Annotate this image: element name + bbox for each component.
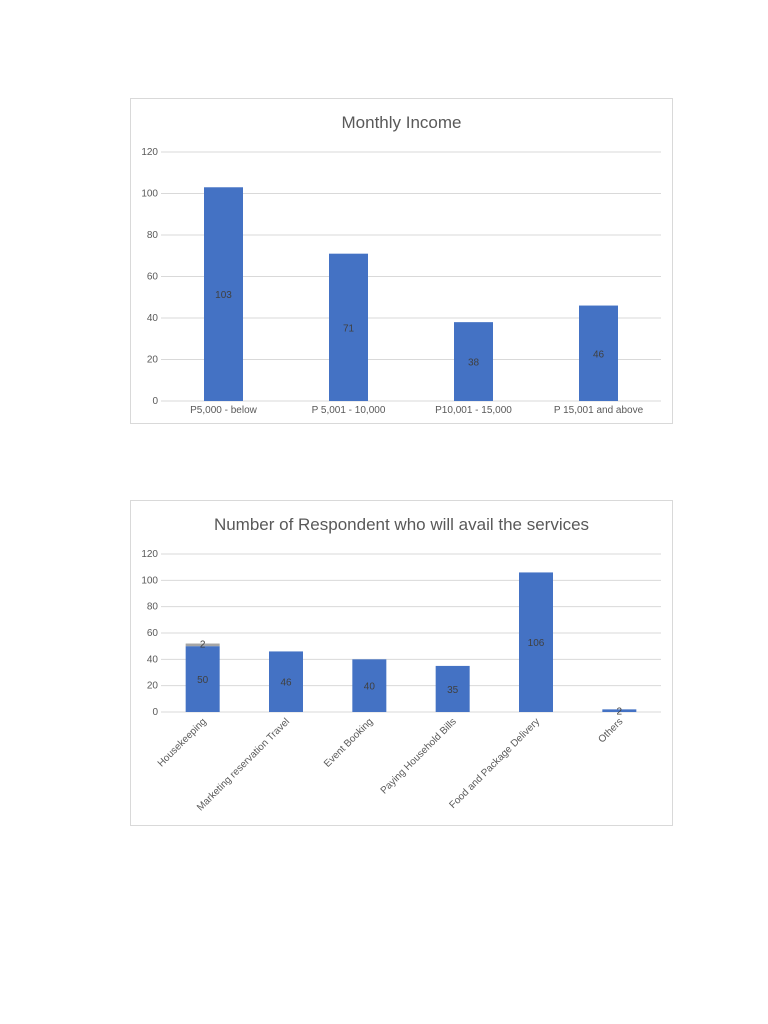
data-label: 2 bbox=[617, 707, 623, 718]
y-tick-label: 0 bbox=[152, 396, 158, 407]
chart-title: Number of Respondent who will avail the … bbox=[213, 515, 590, 534]
y-tick-label: 40 bbox=[147, 654, 159, 665]
bar-stack-top bbox=[185, 643, 220, 647]
bar bbox=[454, 322, 493, 401]
x-tick-label: P 15,001 and above bbox=[554, 405, 644, 416]
chart-title: Monthly Income bbox=[341, 113, 462, 132]
bar bbox=[602, 709, 637, 712]
data-label: 40 bbox=[364, 682, 376, 693]
x-tick-label: Event Booking bbox=[322, 716, 375, 769]
data-label: 46 bbox=[280, 678, 292, 689]
x-tick-label: Housekeeping bbox=[156, 716, 209, 769]
data-label: 46 bbox=[593, 349, 605, 360]
x-tick-label: P10,001 - 15,000 bbox=[435, 405, 512, 416]
y-tick-label: 20 bbox=[147, 355, 159, 366]
monthly-income-chart: Monthly Income 0 20 40 60 80 100 120 103 P5,000 … bbox=[130, 98, 673, 424]
bar bbox=[579, 305, 618, 401]
y-tick-label: 0 bbox=[152, 707, 158, 718]
x-tick-label: P5,000 - below bbox=[190, 405, 257, 416]
x-tick-label: P 5,001 - 10,000 bbox=[312, 405, 386, 416]
y-tick-label: 80 bbox=[147, 230, 159, 241]
y-tick-label: 120 bbox=[141, 147, 158, 158]
y-tick-label: 40 bbox=[147, 313, 159, 324]
bar bbox=[185, 646, 220, 712]
y-tick-label: 100 bbox=[141, 189, 158, 200]
bar bbox=[352, 659, 387, 712]
y-tick-label: 20 bbox=[147, 681, 159, 692]
y-tick-label: 80 bbox=[147, 602, 159, 613]
y-tick-label: 100 bbox=[141, 575, 158, 586]
bar bbox=[204, 187, 243, 401]
monthly-income-plot: 0 20 40 60 80 100 120 103 P5,000 - below 71 P 5,00… bbox=[141, 147, 661, 416]
data-label: 71 bbox=[343, 323, 355, 334]
data-label: 106 bbox=[528, 638, 545, 649]
bar bbox=[435, 665, 470, 712]
bar bbox=[519, 572, 553, 712]
data-label: 2 bbox=[200, 640, 206, 651]
x-tick-label: Paying Household Bills bbox=[379, 716, 459, 796]
x-tick-label: Others bbox=[596, 716, 625, 745]
services-chart: Number of Respondent who will avail the … bbox=[130, 500, 673, 826]
bar bbox=[329, 253, 368, 401]
x-tick-label: Food and Package Delivery bbox=[447, 716, 542, 811]
data-label: 103 bbox=[215, 290, 232, 301]
y-tick-label: 60 bbox=[147, 272, 159, 283]
data-label: 50 bbox=[197, 675, 209, 686]
data-label: 35 bbox=[447, 685, 459, 696]
bar bbox=[269, 651, 303, 712]
y-tick-label: 120 bbox=[141, 549, 158, 560]
services-plot: 0 20 40 60 80 100 120 50 2 Housekeeping 46 Marketin… bbox=[141, 549, 661, 813]
y-tick-label: 60 bbox=[147, 628, 159, 639]
x-tick-label: Marketing reservation Travel bbox=[195, 716, 292, 813]
data-label: 38 bbox=[468, 358, 480, 369]
